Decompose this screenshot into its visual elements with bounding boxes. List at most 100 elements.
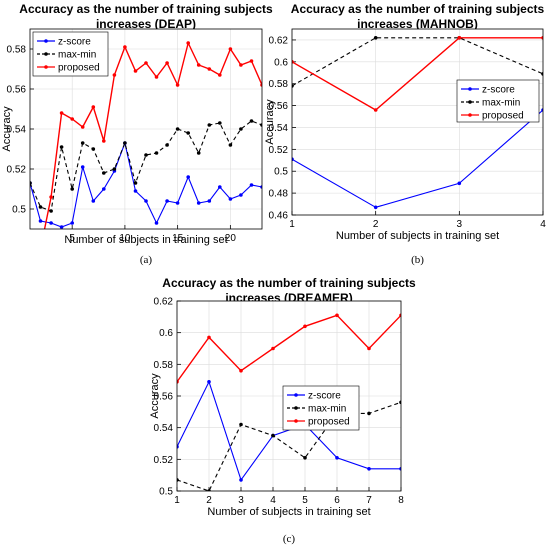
data-point-z-score	[70, 221, 74, 225]
data-point-proposed	[154, 75, 159, 79]
data-point-z-score	[91, 199, 96, 203]
data-point-z-score	[80, 165, 85, 169]
data-point-max-min	[144, 153, 148, 157]
data-point-max-min	[91, 147, 96, 151]
y-tick-label: 0.62	[269, 35, 289, 46]
data-point-proposed	[373, 108, 378, 112]
chart-panel-3: Accuracy as the number of training subje…	[149, 276, 416, 545]
y-tick-label: 0.48	[269, 189, 289, 200]
legend-label-max-min: max-min	[58, 50, 96, 61]
x-tick-label: 3	[457, 219, 463, 230]
x-axis-label: Number of subjects in training set	[336, 230, 499, 242]
x-axis-label: Number of subjects in training set	[207, 506, 370, 518]
x-tick-label: 7	[366, 495, 372, 506]
chart-title: Accuracy as the number of training subje…	[291, 2, 545, 16]
data-point-max-min	[541, 72, 543, 76]
data-point-z-score	[177, 444, 179, 449]
data-point-proposed	[335, 313, 339, 318]
data-point-max-min	[239, 127, 243, 131]
data-point-proposed	[133, 69, 138, 73]
chart-title: Accuracy as the number of training subje…	[162, 276, 416, 290]
legend-label-max-min: max-min	[482, 98, 520, 109]
data-point-max-min	[367, 411, 371, 416]
data-point-proposed	[102, 139, 106, 143]
data-point-max-min	[165, 143, 169, 147]
legend: z-score max-min proposed	[32, 31, 109, 77]
data-point-proposed	[175, 83, 180, 87]
x-tick-label: 4	[270, 495, 276, 506]
legend-marker-max-min	[294, 406, 298, 410]
data-point-z-score	[399, 467, 401, 471]
data-point-proposed	[59, 111, 64, 115]
series-line-z-score	[292, 109, 543, 208]
chart-panel-1: Accuracy as the number of training subje…	[1, 2, 273, 291]
data-point-proposed	[271, 346, 275, 351]
legend-label-z-score: z-score	[308, 391, 341, 402]
data-point-max-min	[271, 433, 275, 438]
data-point-z-score	[133, 189, 138, 193]
y-tick-label: 0.52	[7, 165, 27, 176]
legend-marker-z-score	[44, 39, 48, 43]
data-point-max-min	[112, 167, 117, 171]
data-point-max-min	[154, 151, 159, 155]
data-point-z-score	[154, 221, 159, 225]
y-tick-label: 0.6	[274, 57, 288, 68]
data-point-max-min	[292, 84, 294, 88]
data-point-proposed	[112, 73, 117, 77]
data-point-max-min	[30, 181, 32, 185]
y-tick-label: 0.52	[154, 455, 174, 466]
data-point-proposed	[218, 73, 222, 77]
data-point-proposed	[239, 63, 243, 67]
data-point-z-score	[59, 225, 64, 229]
data-point-proposed	[249, 59, 254, 63]
x-tick-label: 20	[225, 233, 237, 244]
y-axis-label: Accuracy	[264, 99, 276, 145]
data-point-max-min	[399, 400, 401, 405]
legend-label-proposed: proposed	[308, 417, 350, 428]
data-point-z-score	[239, 478, 243, 482]
legend-label-proposed: proposed	[58, 63, 100, 74]
y-tick-label: 0.6	[159, 328, 173, 339]
data-point-proposed	[186, 41, 190, 45]
x-tick-label: 1	[289, 219, 295, 230]
legend-label-z-score: z-score	[58, 37, 91, 48]
legend-label-max-min: max-min	[308, 404, 346, 415]
data-point-max-min	[133, 181, 138, 185]
series-line-max-min	[177, 401, 401, 491]
data-point-proposed	[144, 61, 148, 65]
x-tick-label: 3	[238, 495, 244, 506]
y-tick-label: 0.5	[159, 487, 173, 498]
data-point-z-score	[102, 187, 106, 191]
series-line-max-min	[292, 37, 543, 87]
panel-label: (a)	[140, 254, 153, 266]
data-point-max-min	[123, 141, 127, 145]
data-point-proposed	[39, 247, 43, 251]
data-point-z-score	[373, 205, 378, 210]
data-point-z-score	[207, 199, 212, 203]
y-tick-label: 0.5	[274, 167, 288, 178]
data-point-z-score	[367, 467, 371, 471]
legend: z-score max-min proposed	[282, 385, 360, 431]
legend-marker-proposed	[468, 113, 472, 117]
data-point-max-min	[102, 171, 106, 175]
data-point-max-min	[186, 131, 190, 135]
plot-frame	[291, 28, 544, 216]
data-point-z-score	[260, 185, 262, 189]
data-point-max-min	[218, 121, 222, 125]
legend-marker-max-min	[44, 52, 48, 56]
data-point-max-min	[49, 209, 53, 213]
y-axis-label: Accuracy	[1, 106, 13, 152]
legend-label-proposed: proposed	[482, 111, 524, 122]
y-tick-label: 0.56	[7, 85, 27, 96]
data-point-z-score	[186, 175, 190, 179]
series-group	[28, 40, 262, 291]
chart-title: increases (MAHNOB)	[357, 17, 478, 31]
data-point-proposed	[28, 287, 32, 291]
data-point-max-min	[177, 478, 179, 482]
data-point-proposed	[541, 36, 543, 40]
chart-title: increases (DEAP)	[96, 17, 196, 31]
y-tick-label: 0.58	[154, 360, 174, 371]
y-tick-label: 0.54	[154, 423, 174, 434]
data-point-proposed	[177, 380, 179, 384]
data-point-max-min	[239, 422, 243, 427]
